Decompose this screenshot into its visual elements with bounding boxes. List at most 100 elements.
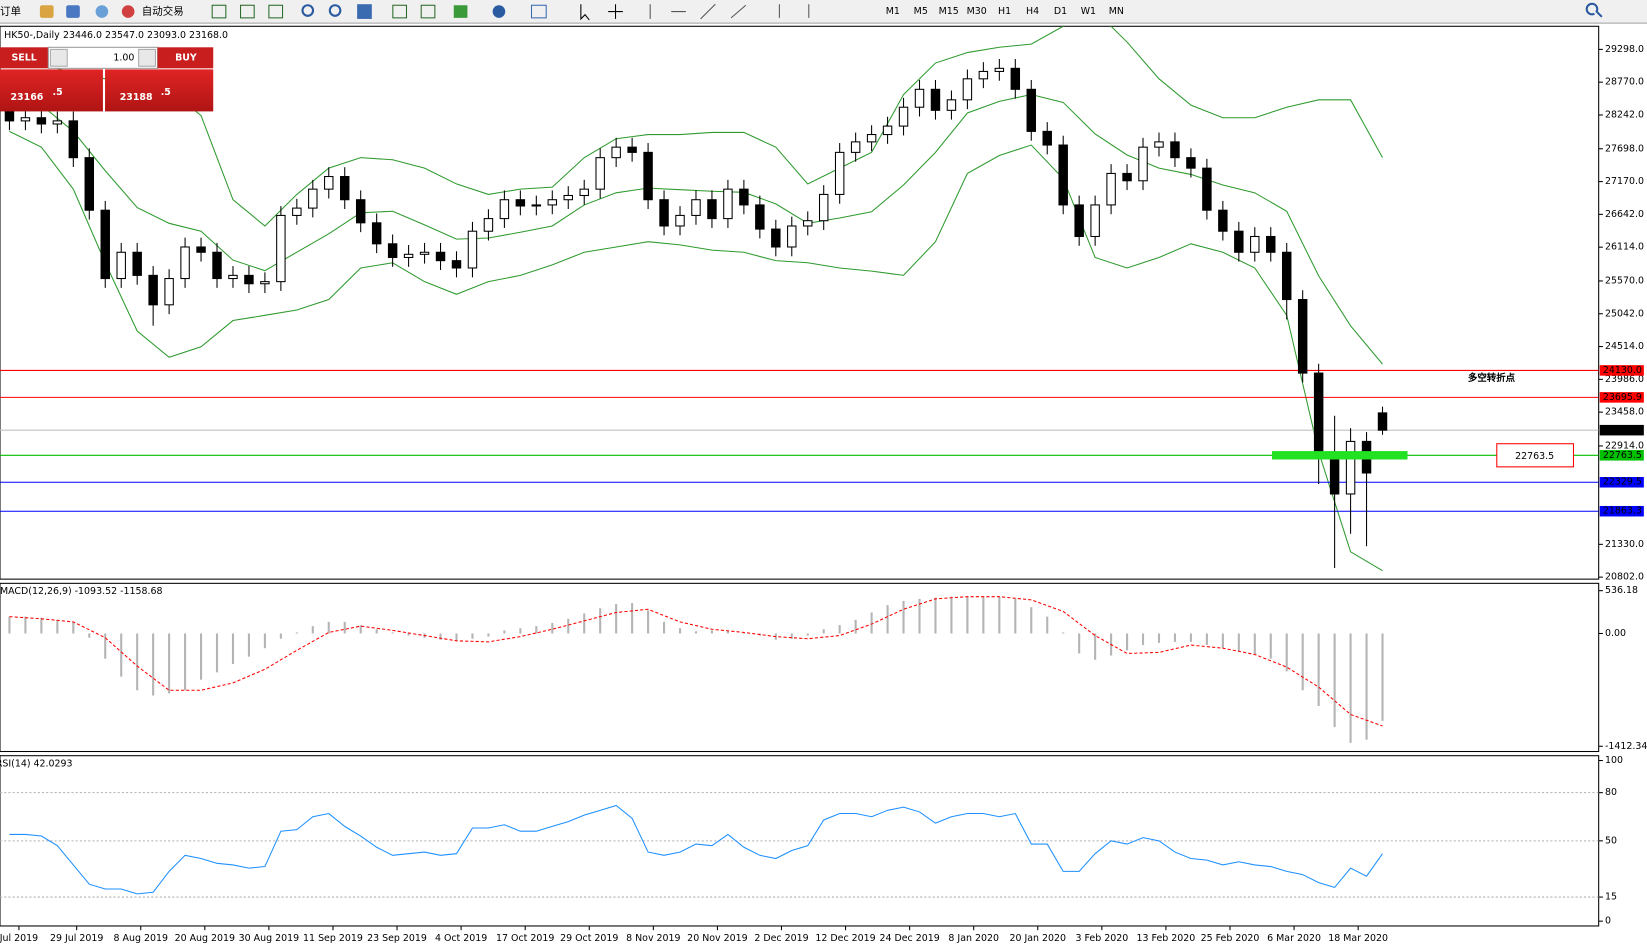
icon[interactable] (211, 4, 227, 19)
icon[interactable] (492, 5, 506, 18)
timeframe-button[interactable]: H4 (1026, 6, 1039, 17)
price-level-tag (1599, 392, 1644, 403)
icon[interactable] (580, 4, 590, 21)
y-tick-label: 24514.0 (1605, 341, 1644, 352)
macd-bar (1173, 633, 1177, 642)
candle-body (483, 218, 494, 232)
macd-bar (231, 633, 235, 664)
icon[interactable] (420, 4, 436, 19)
timeframe-button[interactable]: M5 (914, 6, 928, 17)
macd-bar (854, 619, 857, 634)
price-level-label: 22329.5 (1603, 477, 1642, 488)
icon[interactable] (453, 5, 468, 18)
lot-down[interactable] (49, 48, 68, 67)
toolbar-icons (39, 2, 1603, 21)
y-tick-label: 28770.0 (1605, 77, 1644, 88)
icon[interactable] (240, 4, 255, 19)
timeframe-button[interactable]: W1 (1081, 6, 1096, 17)
icon[interactable] (357, 4, 372, 19)
candle-body (1170, 141, 1180, 159)
icon[interactable] (392, 4, 408, 19)
macd-bar (136, 633, 139, 691)
macd-bar (471, 633, 474, 639)
macd-bar (966, 596, 969, 634)
x-tick-label: 17 Oct 2019 (496, 933, 554, 944)
icon[interactable] (66, 5, 80, 18)
candle-body (515, 199, 526, 207)
macd-bar (1301, 633, 1304, 691)
candle-body (563, 194, 573, 201)
timeframe-button[interactable]: M1 (886, 6, 900, 17)
icon[interactable] (121, 5, 135, 18)
icon[interactable] (328, 4, 342, 17)
macd-bar (551, 622, 554, 634)
toolbar-item[interactable]: 自动交易 (142, 5, 184, 18)
macd-bar (934, 597, 937, 634)
candle-body (1313, 372, 1324, 453)
candle-body (116, 251, 126, 280)
buy-label: BUY (175, 52, 197, 63)
timeframe-button[interactable]: H1 (998, 6, 1011, 17)
candle-body (52, 120, 63, 125)
icon[interactable] (268, 4, 284, 19)
macd-bar (152, 633, 155, 696)
sell-price-box[interactable] (0, 69, 103, 112)
symbol: HK50-,Daily (4, 30, 60, 41)
y-tick-label: 23458.0 (1605, 407, 1644, 418)
macd-bar (1094, 633, 1097, 660)
timeframe-button[interactable]: M15 (939, 6, 959, 17)
candle-body (387, 243, 398, 259)
timeframe-button[interactable]: D1 (1054, 6, 1067, 17)
macd-bar (790, 633, 793, 639)
lot-value: 1.00 (113, 52, 134, 63)
marker-label: 22763.5 (1515, 451, 1554, 462)
macd-bar (24, 616, 27, 634)
icon[interactable] (39, 5, 54, 18)
candle-body (866, 134, 877, 143)
macd-bar (694, 631, 698, 634)
macd-bar (1269, 633, 1272, 659)
buy-price-box[interactable] (105, 69, 214, 112)
icon[interactable] (530, 4, 547, 19)
y-tick-label: 23986.0 (1605, 374, 1644, 385)
icon[interactable] (95, 5, 109, 18)
candle-body (723, 188, 733, 220)
macd-bar (742, 633, 745, 635)
candle-body (1377, 412, 1388, 431)
candle-body (1122, 172, 1132, 182)
buy-button[interactable] (157, 47, 214, 69)
toolbar-item[interactable]: 订单 (0, 6, 21, 18)
x-tick-label: 24 Dec 2019 (879, 933, 939, 944)
icon[interactable] (1585, 2, 1603, 18)
macd-bar (295, 632, 298, 634)
icon[interactable] (649, 3, 810, 20)
sell-button[interactable] (0, 47, 49, 69)
macd-bar (359, 625, 362, 634)
icon[interactable] (608, 4, 623, 19)
turning-point-bar (1272, 451, 1408, 460)
y-tick-label: 26642.0 (1605, 209, 1644, 220)
macd-bar (886, 605, 889, 634)
candle-body (595, 157, 605, 190)
x-tick-label: 29 Jul 2019 (50, 933, 103, 944)
lot-up[interactable] (138, 48, 156, 67)
main-plot (0, 26, 1599, 572)
x-tick-label: 3 Feb 2020 (1075, 933, 1128, 944)
candle-body (978, 70, 989, 80)
candle-body (180, 246, 190, 280)
macd-bar (583, 613, 586, 634)
icon[interactable] (301, 4, 315, 17)
y-tick-label: -1412.34 (1605, 741, 1647, 752)
candle-body (1281, 251, 1292, 301)
timeframe-button[interactable]: MN (1109, 6, 1124, 17)
macd-bar (710, 630, 713, 634)
x-tick-label: 29 Oct 2019 (560, 933, 618, 944)
candle-body (579, 188, 589, 197)
price-level-label: 23168.0 (1603, 425, 1642, 436)
x-tick-label: Jul 2019 (0, 933, 38, 944)
y-tick-label: 20802.0 (1605, 572, 1644, 583)
macd-bar (1046, 616, 1049, 634)
candle-body (244, 274, 254, 285)
timeframe-button[interactable]: M30 (967, 6, 987, 17)
